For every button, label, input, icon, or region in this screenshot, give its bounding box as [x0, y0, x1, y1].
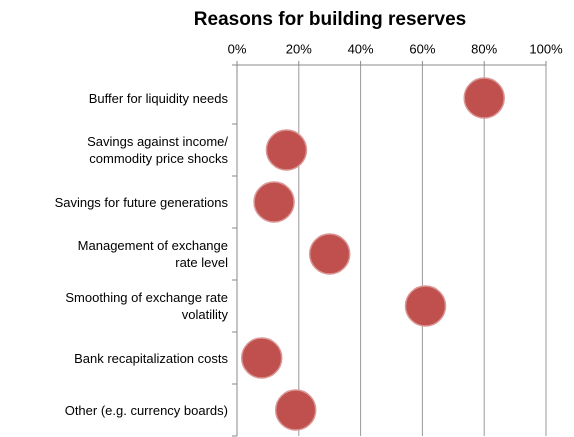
y-tick-label: Other (e.g. currency boards)	[64, 402, 228, 418]
dot	[404, 285, 447, 327]
y-tick-label: Smoothing of exchange rate volatility	[65, 290, 228, 322]
y-tick-label: Savings against income/ commodity price …	[87, 134, 228, 166]
x-tick-label: 20%	[286, 41, 312, 56]
x-tick-label: 80%	[471, 41, 497, 56]
x-tick-label: 100%	[529, 41, 563, 56]
y-tick-label: Savings for future generations	[54, 194, 228, 210]
dot	[308, 233, 351, 275]
dot	[240, 337, 283, 379]
dot	[274, 389, 317, 431]
x-tick-label: 0%	[228, 41, 247, 56]
y-tick-label: Buffer for liquidity needs	[88, 90, 228, 106]
dot	[253, 181, 295, 223]
chart-title: Reasons for building reserves	[194, 9, 466, 30]
y-tick-label: Bank recapitalization costs	[74, 350, 228, 366]
x-tick-label: 60%	[409, 41, 435, 56]
dot	[463, 77, 505, 119]
dot	[265, 129, 308, 171]
x-tick-label: 40%	[348, 41, 374, 56]
y-tick-label: Management of exchange rate level	[77, 238, 228, 270]
